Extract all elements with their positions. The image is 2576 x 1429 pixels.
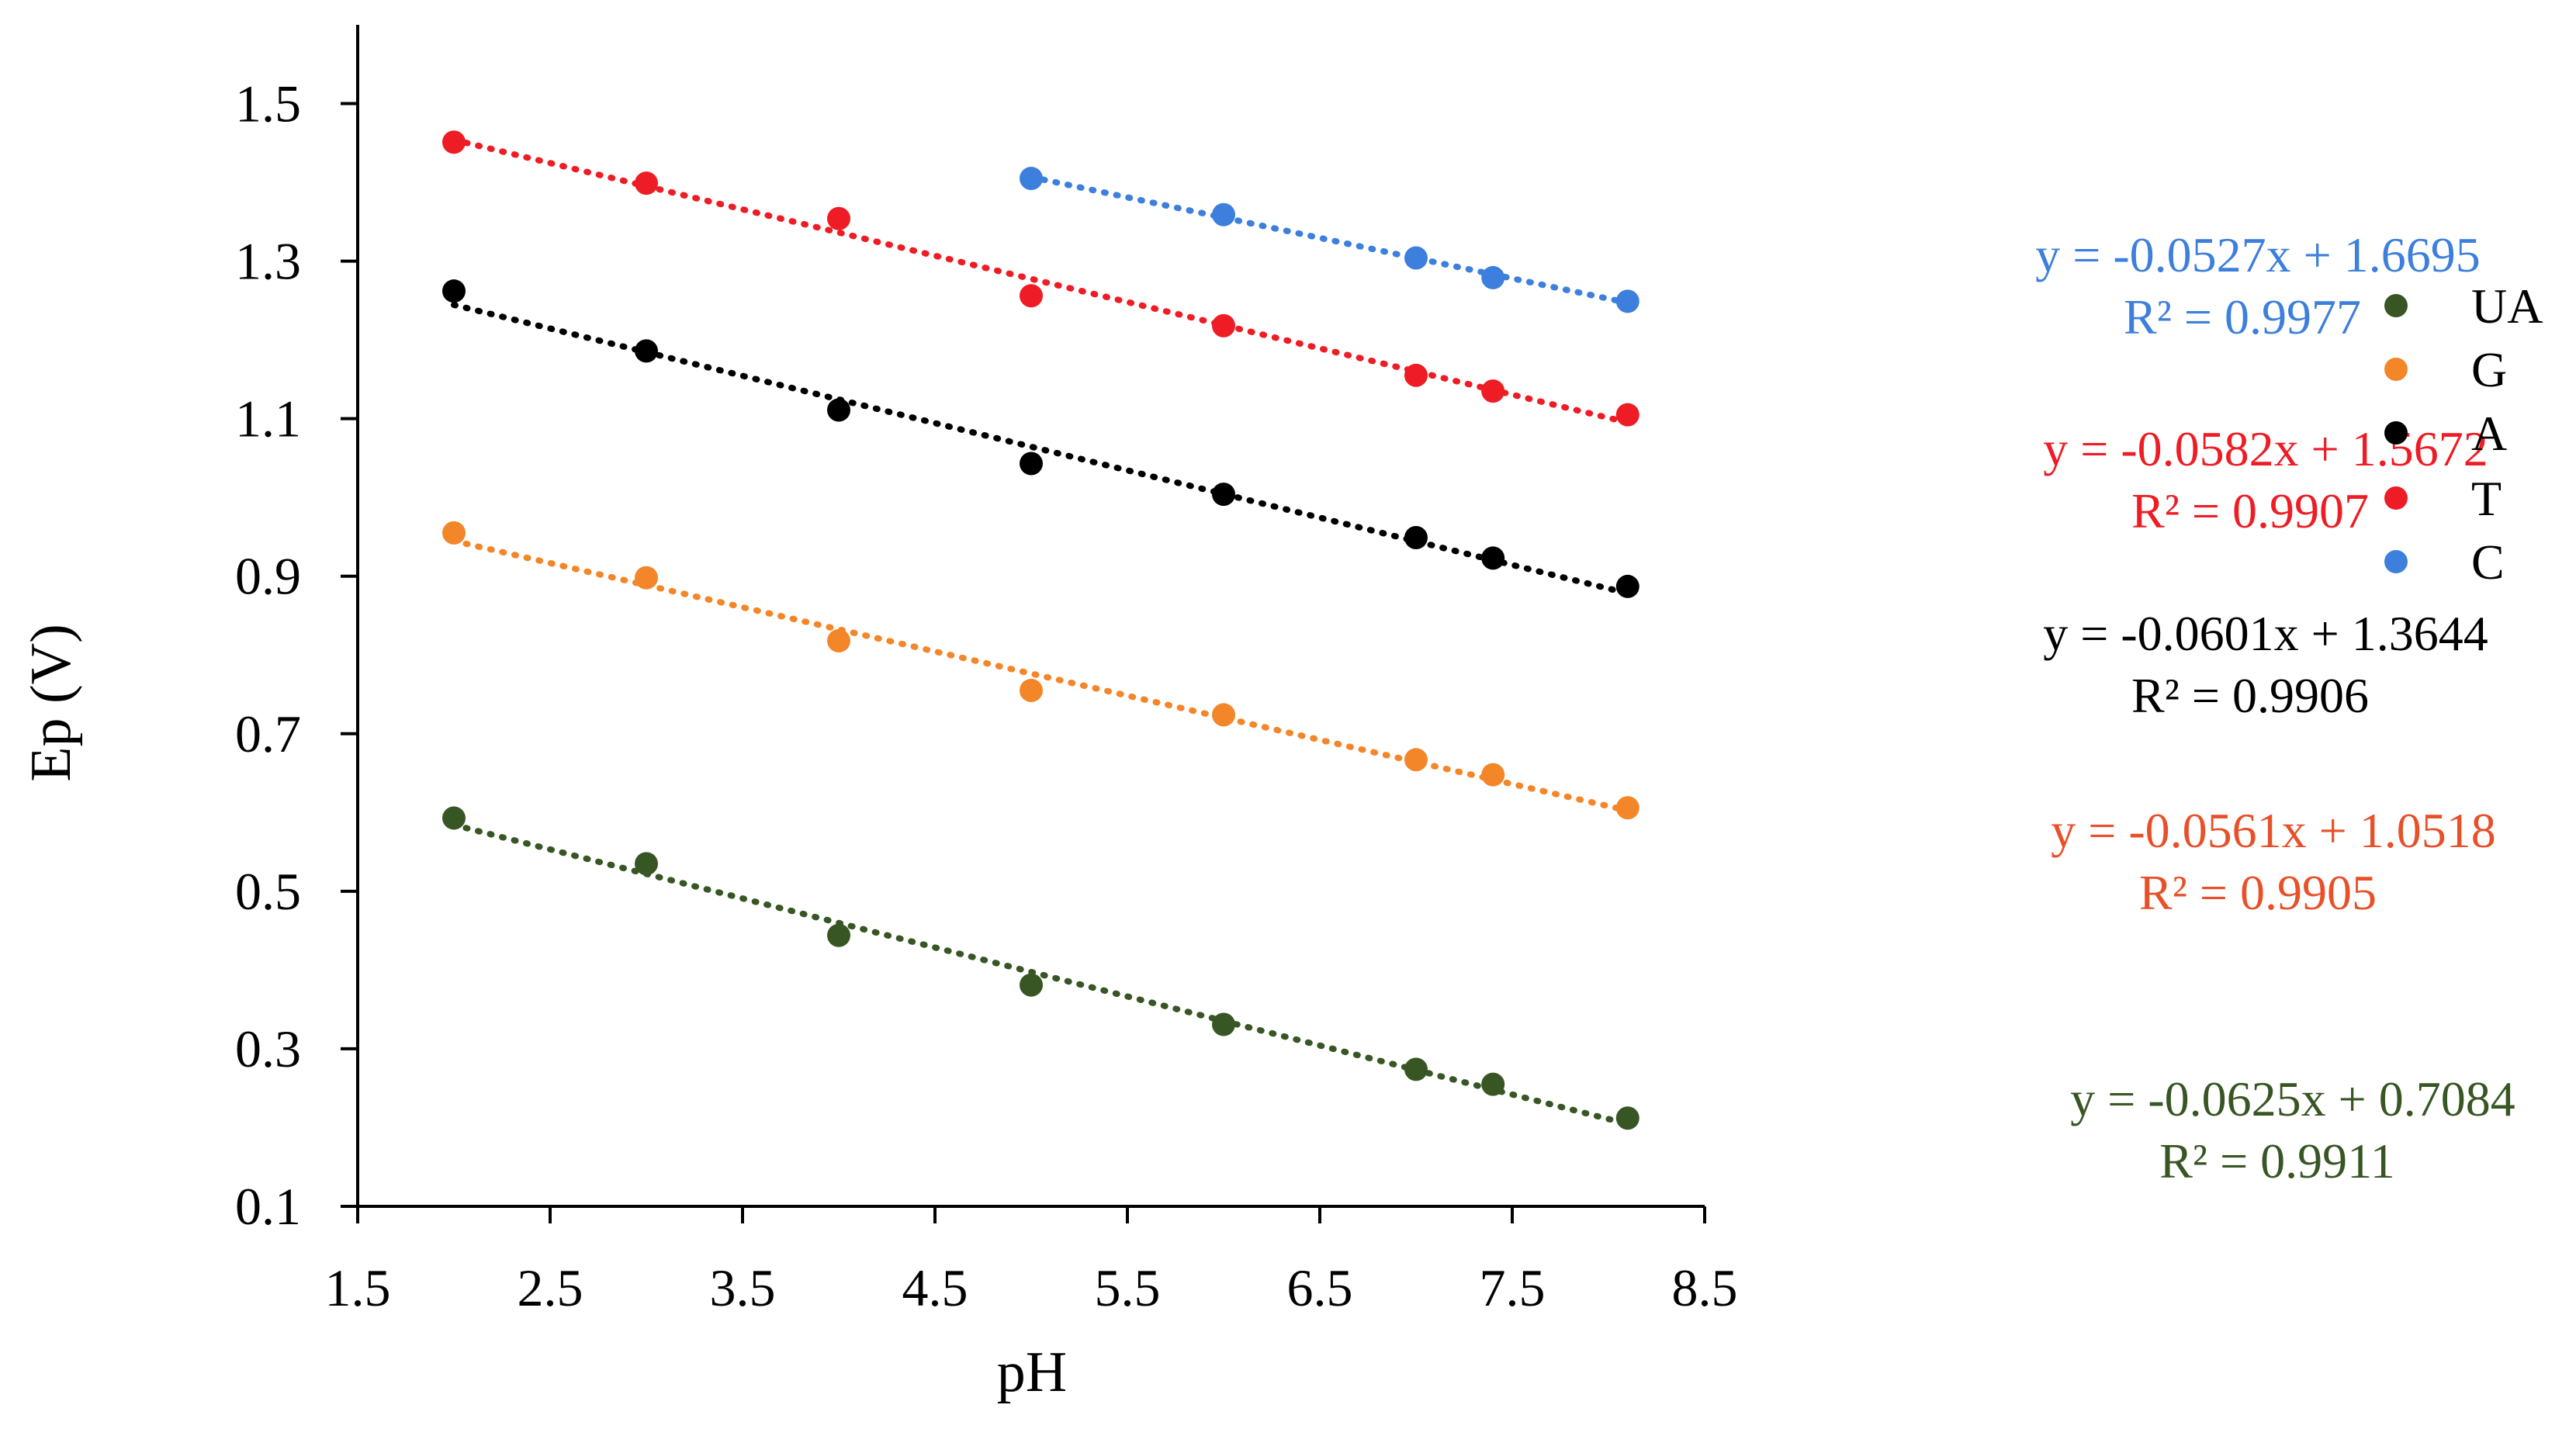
r-squared-a: R² = 0.9906 xyxy=(2131,668,2369,723)
trendline-a xyxy=(451,301,1631,597)
legend-label-ua: UA xyxy=(2471,279,2543,334)
y-tick-label: 1.5 xyxy=(235,74,301,133)
trendlines xyxy=(451,137,1631,1127)
data-point-g xyxy=(1615,796,1639,820)
data-point-ua xyxy=(1020,973,1043,997)
x-tick-label: 3.5 xyxy=(710,1258,776,1317)
x-tick-label: 8.5 xyxy=(1672,1258,1738,1317)
data-point-t xyxy=(1020,284,1043,308)
data-point-a xyxy=(1404,525,1428,549)
equation-c: y = -0.0527x + 1.6695 xyxy=(2035,227,2481,282)
equation-ua: y = -0.0625x + 0.7084 xyxy=(2070,1071,2515,1126)
data-point-g xyxy=(1212,703,1235,727)
data-point-c xyxy=(1212,202,1235,227)
legend-label-t: T xyxy=(2471,471,2502,526)
data-point-t xyxy=(1212,313,1235,337)
data-point-ua xyxy=(442,806,466,830)
data-point-g xyxy=(1404,748,1428,772)
data-point-ua xyxy=(1404,1057,1428,1081)
legend-marker-ua xyxy=(2384,294,2408,317)
data-point-t xyxy=(827,206,850,230)
data-point-t xyxy=(1481,379,1505,403)
legend-marker-g xyxy=(2384,358,2408,381)
data-point-g xyxy=(635,566,658,590)
data-point-g xyxy=(1481,763,1505,787)
x-tick-label: 6.5 xyxy=(1287,1258,1353,1317)
data-point-t xyxy=(1404,363,1428,387)
data-point-a xyxy=(1020,452,1043,476)
legend-label-c: C xyxy=(2471,535,2505,590)
x-axis-title: pH xyxy=(997,1341,1067,1404)
data-point-ua xyxy=(1615,1106,1639,1130)
equation-t: y = -0.0582x + 1.5672 xyxy=(2043,421,2488,476)
y-tick-label: 0.1 xyxy=(235,1177,301,1236)
data-point-a xyxy=(1481,546,1505,570)
legend-marker-t xyxy=(2384,486,2408,510)
r-squared-g: R² = 0.9905 xyxy=(2139,865,2377,920)
data-point-c xyxy=(1020,166,1043,190)
data-point-t xyxy=(1615,403,1639,427)
legend-label-g: G xyxy=(2471,342,2507,397)
data-point-c xyxy=(1615,289,1639,313)
data-point-g xyxy=(1020,678,1043,702)
trendline-equations: y = -0.0625x + 0.7084 R² = 0.9911 y = -0.0… xyxy=(2035,227,2515,1189)
x-tick-label: 2.5 xyxy=(518,1258,583,1317)
y-axis-title: Ep (V) xyxy=(19,624,83,781)
data-point-a xyxy=(442,279,466,303)
trendline-c xyxy=(1028,174,1631,306)
trendline-g xyxy=(451,538,1631,814)
r-squared-ua: R² = 0.9911 xyxy=(2159,1133,2395,1189)
legend-marker-a xyxy=(2384,421,2408,445)
data-points xyxy=(442,130,1639,1130)
y-tick-label: 0.9 xyxy=(235,547,301,606)
data-point-a xyxy=(1615,574,1639,598)
x-tick-label: 5.5 xyxy=(1095,1258,1161,1317)
y-tick-label: 1.1 xyxy=(235,389,301,448)
y-tick-label: 0.5 xyxy=(235,862,301,921)
data-point-t xyxy=(442,130,466,154)
data-point-ua xyxy=(1212,1012,1235,1036)
equation-g: y = -0.0561x + 1.0518 xyxy=(2051,803,2496,858)
equation-a: y = -0.0601x + 1.3644 xyxy=(2043,606,2488,661)
y-tick-label: 0.3 xyxy=(235,1019,301,1078)
data-point-c xyxy=(1404,246,1428,270)
r-squared-c: R² = 0.9977 xyxy=(2124,289,2361,344)
data-point-g xyxy=(827,628,850,652)
data-point-ua xyxy=(635,852,658,876)
r-squared-t: R² = 0.9907 xyxy=(2131,483,2369,538)
data-point-a xyxy=(827,398,850,422)
trendline-ua xyxy=(451,822,1631,1127)
x-tick-label: 7.5 xyxy=(1480,1258,1546,1317)
legend-label-a: A xyxy=(2471,406,2507,461)
data-point-a xyxy=(635,339,658,363)
data-point-ua xyxy=(827,923,850,947)
data-point-ua xyxy=(1481,1072,1505,1096)
data-point-c xyxy=(1481,265,1505,289)
data-point-t xyxy=(635,171,658,195)
axes: 1.5 2.5 3.5 4.5 5.5 6.5 7.5 8.5 0.1 0.3 0.5 0.7 0.9 1… xyxy=(235,25,1738,1317)
y-tick-label: 0.7 xyxy=(235,704,301,763)
x-tick-label: 4.5 xyxy=(902,1258,968,1317)
y-tick-label: 1.3 xyxy=(235,232,301,291)
data-point-a xyxy=(1212,483,1235,507)
x-tick-label: 1.5 xyxy=(325,1258,391,1317)
data-point-g xyxy=(442,521,466,545)
legend-marker-c xyxy=(2384,550,2408,573)
